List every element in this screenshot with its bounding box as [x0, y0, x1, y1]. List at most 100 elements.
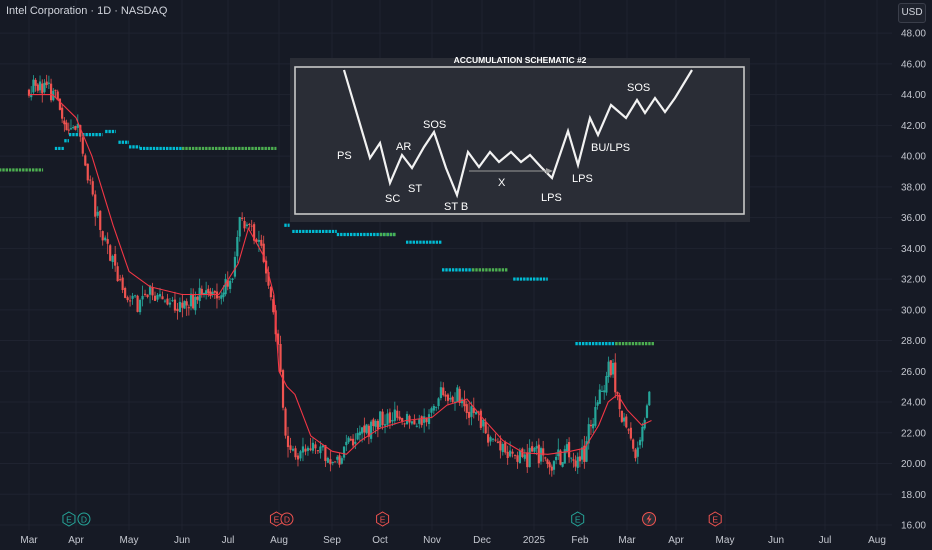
candle-body — [365, 424, 368, 434]
candle-body — [458, 388, 461, 404]
candle-body — [192, 294, 195, 309]
candle-body — [296, 455, 300, 460]
candle-body — [482, 419, 485, 427]
candle-body — [272, 299, 275, 313]
lightning-icon — [646, 514, 652, 524]
candlesticks — [27, 74, 651, 477]
candle-body — [491, 438, 495, 440]
candle-body — [189, 293, 193, 307]
candle-body — [329, 459, 332, 465]
candle-body — [146, 294, 149, 298]
candle-body — [72, 127, 75, 129]
earnings-marker[interactable]: E — [571, 511, 585, 527]
time-axis[interactable]: Mar Apr May Jun Jul Aug Sep Oct Nov Dec 2025 Feb Mar… — [20, 535, 886, 546]
candle-body — [611, 362, 615, 375]
price-tick-label: 20.00 — [901, 459, 926, 470]
earnings-marker[interactable]: E — [376, 511, 390, 527]
currency-button[interactable]: USD — [898, 3, 926, 23]
candle-body — [544, 457, 547, 459]
time-tick-label: Oct — [372, 535, 388, 546]
candle-body — [570, 457, 573, 459]
candle-body — [437, 398, 440, 407]
candle-body — [299, 451, 302, 459]
candle-body — [30, 94, 33, 98]
candle-body — [220, 295, 223, 299]
candle-body — [260, 239, 263, 246]
candle-body — [116, 266, 119, 282]
candle-body — [501, 443, 504, 453]
candle-body — [91, 181, 94, 195]
candle-body — [572, 459, 575, 461]
price-tick-label: 36.00 — [901, 213, 926, 224]
candle-body — [47, 82, 50, 84]
candle-body — [565, 444, 569, 452]
candle-body — [408, 415, 411, 423]
candle-body — [106, 239, 109, 244]
candle-body — [581, 447, 584, 460]
candle-body — [45, 81, 48, 86]
candle-body — [594, 406, 597, 426]
news-marker[interactable] — [642, 512, 657, 526]
candle-body — [38, 81, 42, 91]
earnings-marker[interactable]: E — [62, 511, 76, 527]
candle-body — [231, 278, 234, 280]
candle-body — [511, 451, 514, 454]
price-tick-label: 30.00 — [901, 305, 926, 316]
candle-body — [129, 300, 132, 302]
earnings-marker[interactable]: E — [708, 511, 722, 527]
candle-body — [41, 83, 44, 94]
svg-text:E: E — [712, 514, 718, 524]
candle-body — [119, 279, 122, 281]
candle-body — [391, 419, 394, 422]
candle-body — [81, 137, 84, 154]
time-tick-label: May — [716, 535, 735, 546]
candle-body — [286, 435, 290, 448]
candle-body — [342, 446, 346, 458]
candle-body — [432, 405, 435, 411]
candle-body — [306, 447, 310, 451]
candle-body — [336, 456, 339, 460]
candle-body — [410, 421, 414, 424]
candle-body — [156, 294, 159, 300]
candle-body — [470, 406, 473, 417]
dividend-marker[interactable]: D — [280, 512, 294, 526]
candle-body — [241, 217, 244, 219]
schematic-border — [294, 66, 745, 215]
candle-body — [367, 425, 370, 437]
candle-body — [531, 446, 534, 452]
candle-body — [484, 421, 487, 434]
candle-body — [393, 409, 396, 421]
candle-body — [126, 297, 129, 301]
candle-body — [133, 295, 137, 297]
candle-body — [403, 423, 406, 425]
candle-body — [316, 450, 320, 452]
level-lines — [0, 129, 654, 346]
candle-body — [548, 462, 551, 468]
candle-body — [513, 454, 517, 456]
dividend-marker[interactable]: D — [77, 512, 91, 526]
price-tick-label: 26.00 — [901, 367, 926, 378]
candle-body — [465, 404, 468, 414]
price-axis[interactable]: 16.00 18.00 20.00 22.00 24.00 26.00 28.00 30.00… — [901, 29, 926, 532]
time-tick-label: Aug — [868, 535, 886, 546]
candle-body — [248, 223, 251, 225]
candle-body — [489, 437, 492, 442]
candle-body — [111, 255, 114, 263]
price-tick-label: 46.00 — [901, 59, 926, 70]
price-tick-label: 34.00 — [901, 244, 926, 255]
candle-body — [506, 451, 509, 458]
time-tick-label: Jul — [819, 535, 832, 546]
candle-body — [418, 418, 421, 424]
candle-body — [158, 294, 162, 297]
candle-body — [326, 457, 329, 463]
candle-body — [89, 179, 92, 181]
candle-body — [605, 376, 608, 393]
candle-body — [567, 442, 571, 458]
candle-body — [345, 441, 348, 446]
candle-body — [143, 293, 147, 295]
candle-body — [479, 410, 482, 428]
candle-body — [607, 361, 610, 378]
candle-body — [94, 194, 97, 217]
